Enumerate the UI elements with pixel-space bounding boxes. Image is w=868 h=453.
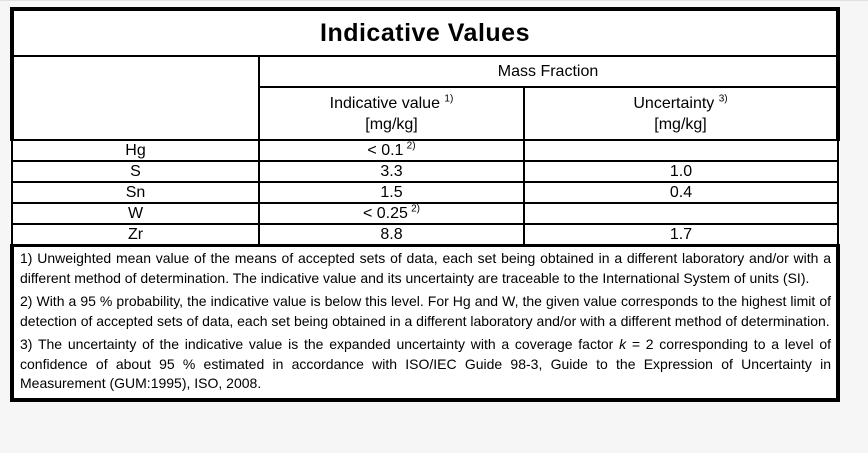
element-cell: W: [11, 202, 260, 225]
table-row: W < 0.25 2): [11, 202, 840, 225]
footnote-3-post: = 2 corresponding to a level of confiden…: [20, 336, 832, 391]
uncertainty-cell: [522, 139, 840, 162]
table-row: Sn 1.5 0.4: [11, 181, 840, 204]
footnotes-row: 1) Unweighted mean value of the means of…: [9, 244, 841, 402]
uncertainty-cell: 0.4: [522, 181, 840, 204]
footnotes-block: 1) Unweighted mean value of the means of…: [9, 244, 841, 402]
value-text: < 0.25: [362, 204, 408, 222]
corner-cell: [10, 56, 260, 141]
element-cell: S: [11, 160, 260, 183]
footnote-3: 3) The uncertainty of the indicative val…: [20, 335, 831, 394]
footnote-1: 1) Unweighted mean value of the means of…: [20, 250, 832, 286]
title-row: Indicative Values: [9, 7, 841, 57]
indicative-value-header: Indicative value 1): [260, 93, 523, 114]
element-cell: Hg: [11, 139, 260, 162]
group-header-label: Mass Fraction: [497, 62, 599, 80]
uncertainty-cell: [522, 202, 840, 225]
uncertainty-cell: 1.7: [522, 223, 840, 247]
footnote-3-k: k: [619, 336, 627, 352]
table-title-cell: Indicative Values: [9, 7, 841, 57]
uncertainty-label: Uncertainty: [633, 94, 715, 112]
value-cell: < 0.1 2): [258, 139, 525, 162]
table-title: Indicative Values: [320, 18, 530, 47]
footnote-ref-2: 2): [406, 140, 416, 152]
group-header-cell: Mass Fraction: [259, 56, 841, 88]
indicative-value-label: Indicative value: [329, 94, 440, 112]
value-text: 3.3: [380, 162, 403, 180]
column-header-row: Indicative value 1) [mg/kg] Uncertainty …: [12, 86, 841, 141]
table-row: Hg < 0.1 2): [11, 139, 840, 162]
uncertainty-unit: [mg/kg]: [654, 115, 707, 133]
value-cell: < 0.25 2): [258, 202, 525, 225]
table-row: S 3.3 1.0: [11, 160, 840, 183]
footnote-2: 2) With a 95 % probability, the indicati…: [20, 293, 832, 329]
value-cell: 1.5: [258, 181, 525, 204]
footnote-ref-2: 2): [411, 203, 421, 215]
uncertainty-header-cell: Uncertainty 3) [mg/kg]: [522, 86, 841, 141]
uncertainty-header: Uncertainty 3): [525, 93, 836, 114]
group-header-row: Mass Fraction: [10, 56, 841, 141]
indicative-values-table: Indicative Values Mass Fraction Indicati…: [9, 7, 841, 402]
element-cell: Sn: [11, 181, 260, 204]
value-cell: 3.3: [258, 160, 525, 183]
indicative-value-unit: [mg/kg]: [365, 115, 418, 133]
value-text: 1.5: [380, 183, 403, 201]
element-cell: Zr: [11, 223, 260, 247]
value-text: 8.8: [380, 225, 403, 243]
uncertainty-cell: 1.0: [522, 160, 840, 183]
value-text: < 0.1: [367, 141, 404, 159]
indicative-value-header-cell: Indicative value 1) [mg/kg]: [258, 86, 525, 141]
value-cell: 8.8: [258, 223, 525, 247]
footnote-ref-1: 1): [444, 93, 454, 105]
table-row: Zr 8.8 1.7: [11, 223, 840, 247]
footnote-ref-3: 3): [718, 93, 728, 105]
footnote-3-pre: 3) The uncertainty of the indicative val…: [20, 336, 620, 352]
